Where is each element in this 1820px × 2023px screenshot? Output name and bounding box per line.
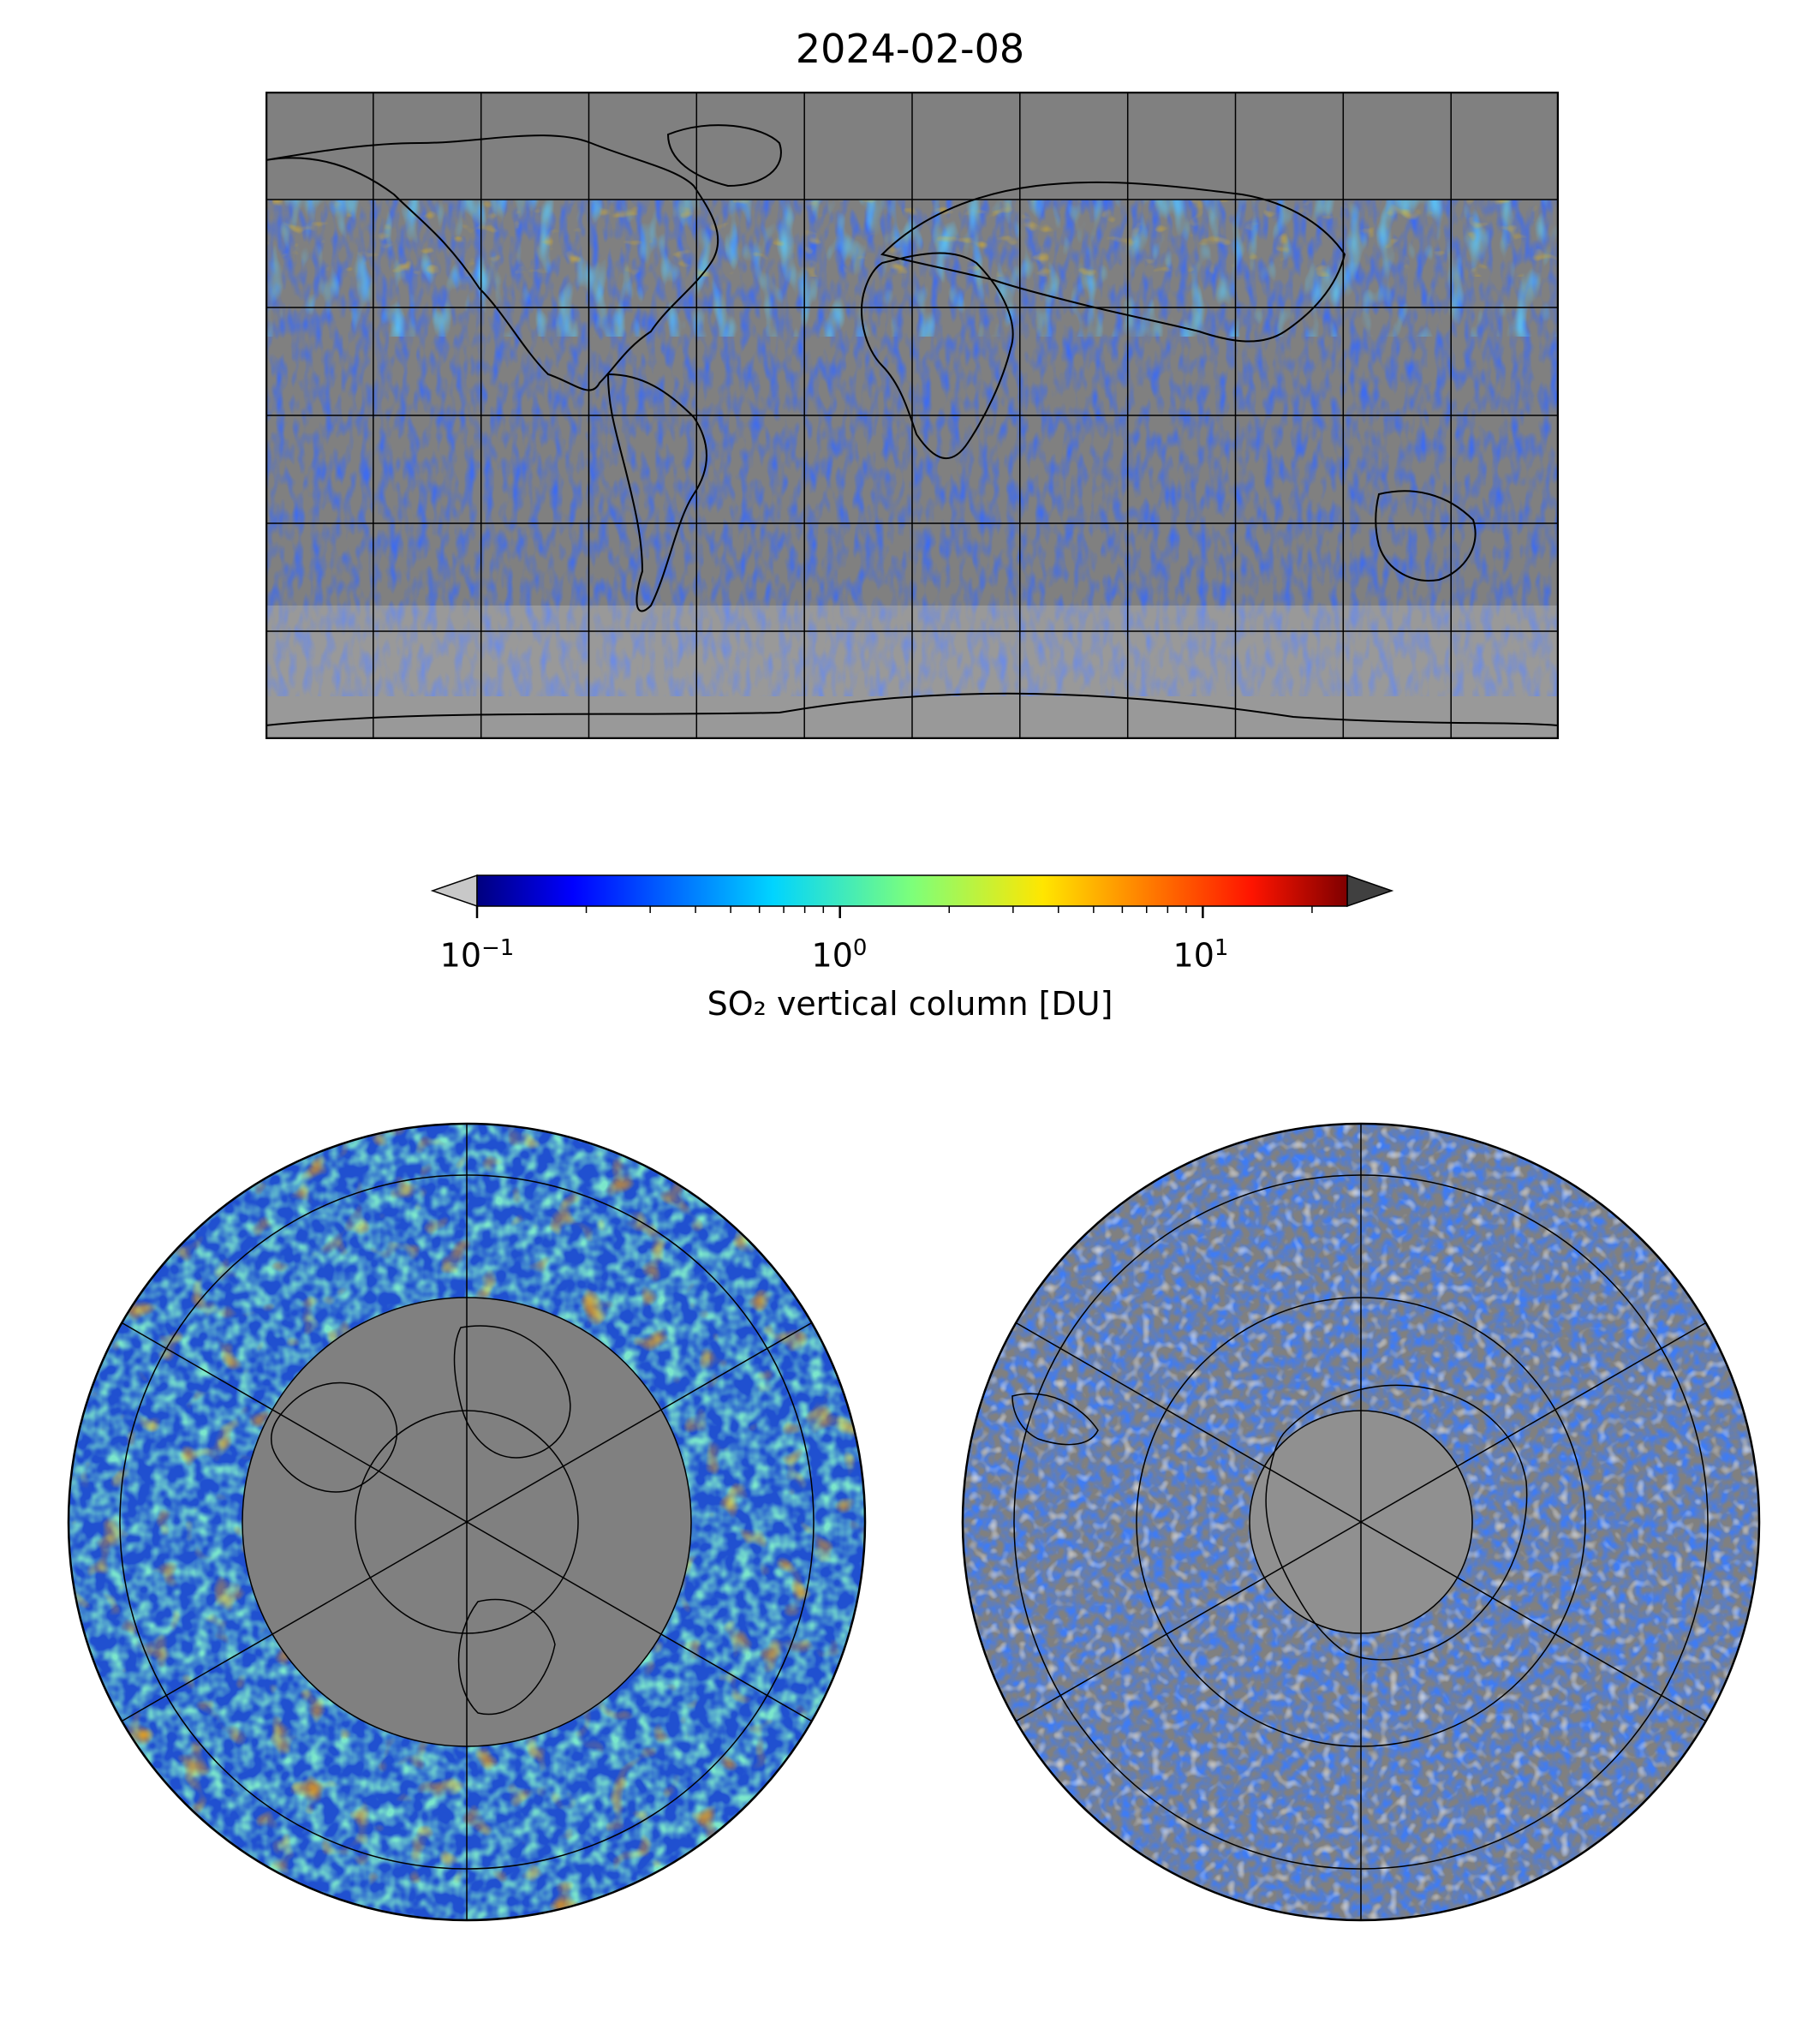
colorbar-over-triangle xyxy=(1346,874,1394,908)
graticule xyxy=(266,92,1559,739)
colorbar-ticks xyxy=(475,906,1313,918)
colorbar-gradient xyxy=(476,874,1348,907)
plot-title: 2024-02-08 xyxy=(795,26,1025,72)
colorbar xyxy=(430,874,1394,918)
south-polar-map xyxy=(961,1122,1761,1922)
colorbar-tick-label: 100 xyxy=(811,935,868,975)
colorbar-label: SO₂ vertical column [DU] xyxy=(707,985,1113,1023)
colorbar-tick-label: 101 xyxy=(1173,935,1229,975)
global-map xyxy=(266,92,1559,739)
north-polar-map xyxy=(67,1122,867,1922)
colorbar-under-triangle xyxy=(430,874,478,908)
coastlines xyxy=(266,124,1559,726)
colorbar-tick-label: 10−1 xyxy=(439,935,515,975)
